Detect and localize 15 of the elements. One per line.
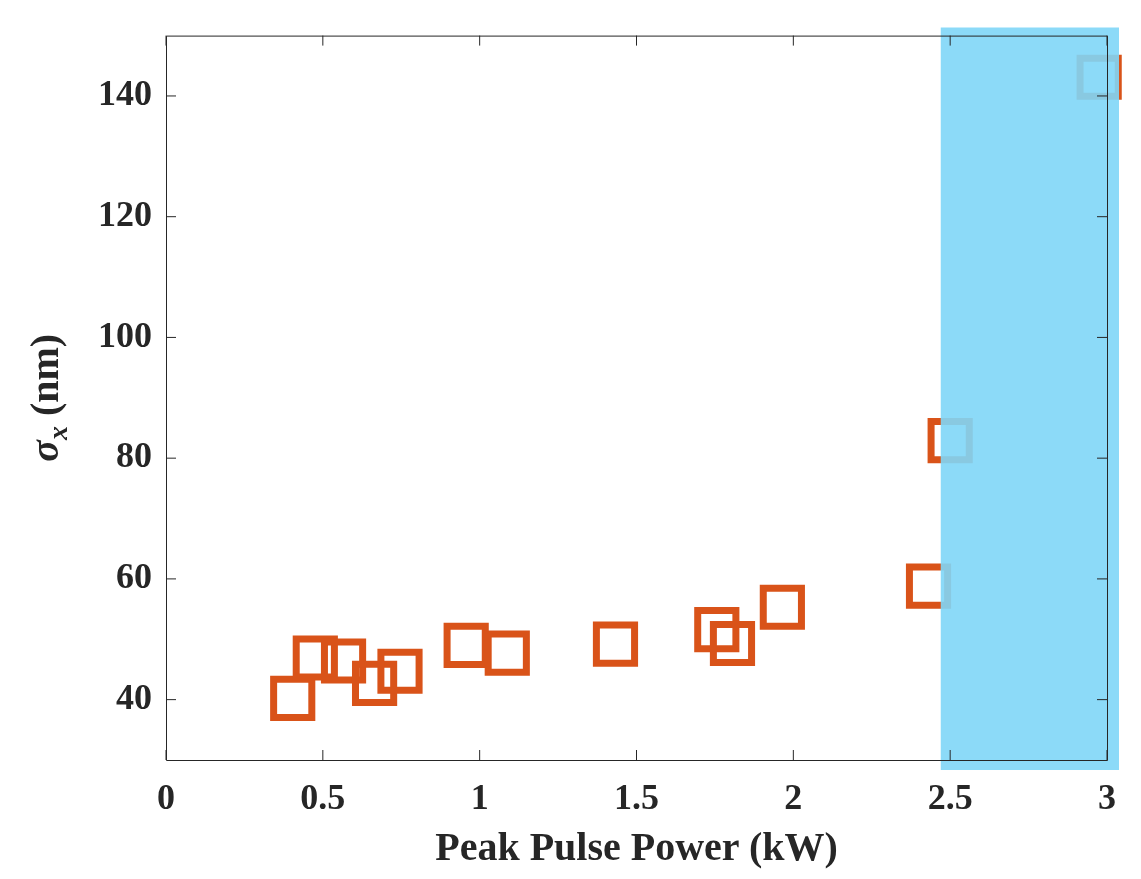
y-tick-label: 100 — [98, 314, 152, 355]
x-tick-label: 0.5 — [300, 776, 346, 817]
y-tick-label: 80 — [116, 435, 152, 476]
x-tick-label: 2.5 — [927, 776, 973, 817]
x-tick-label: 1 — [470, 776, 489, 817]
x-tick-label: 2 — [784, 776, 803, 817]
y-tick-label: 60 — [116, 556, 152, 597]
x-tick-label: 3 — [1098, 776, 1116, 817]
y-tick-label: 40 — [116, 676, 152, 717]
x-tick-label: 0 — [157, 776, 175, 817]
y-axis-title: σx (nm) — [22, 333, 74, 462]
y-tick-label: 120 — [98, 194, 152, 234]
x-tick-label: 1.5 — [614, 776, 659, 817]
x-axis-title: Peak Pulse Power (kW) — [435, 824, 838, 870]
y-tick-label: 140 — [98, 73, 152, 114]
